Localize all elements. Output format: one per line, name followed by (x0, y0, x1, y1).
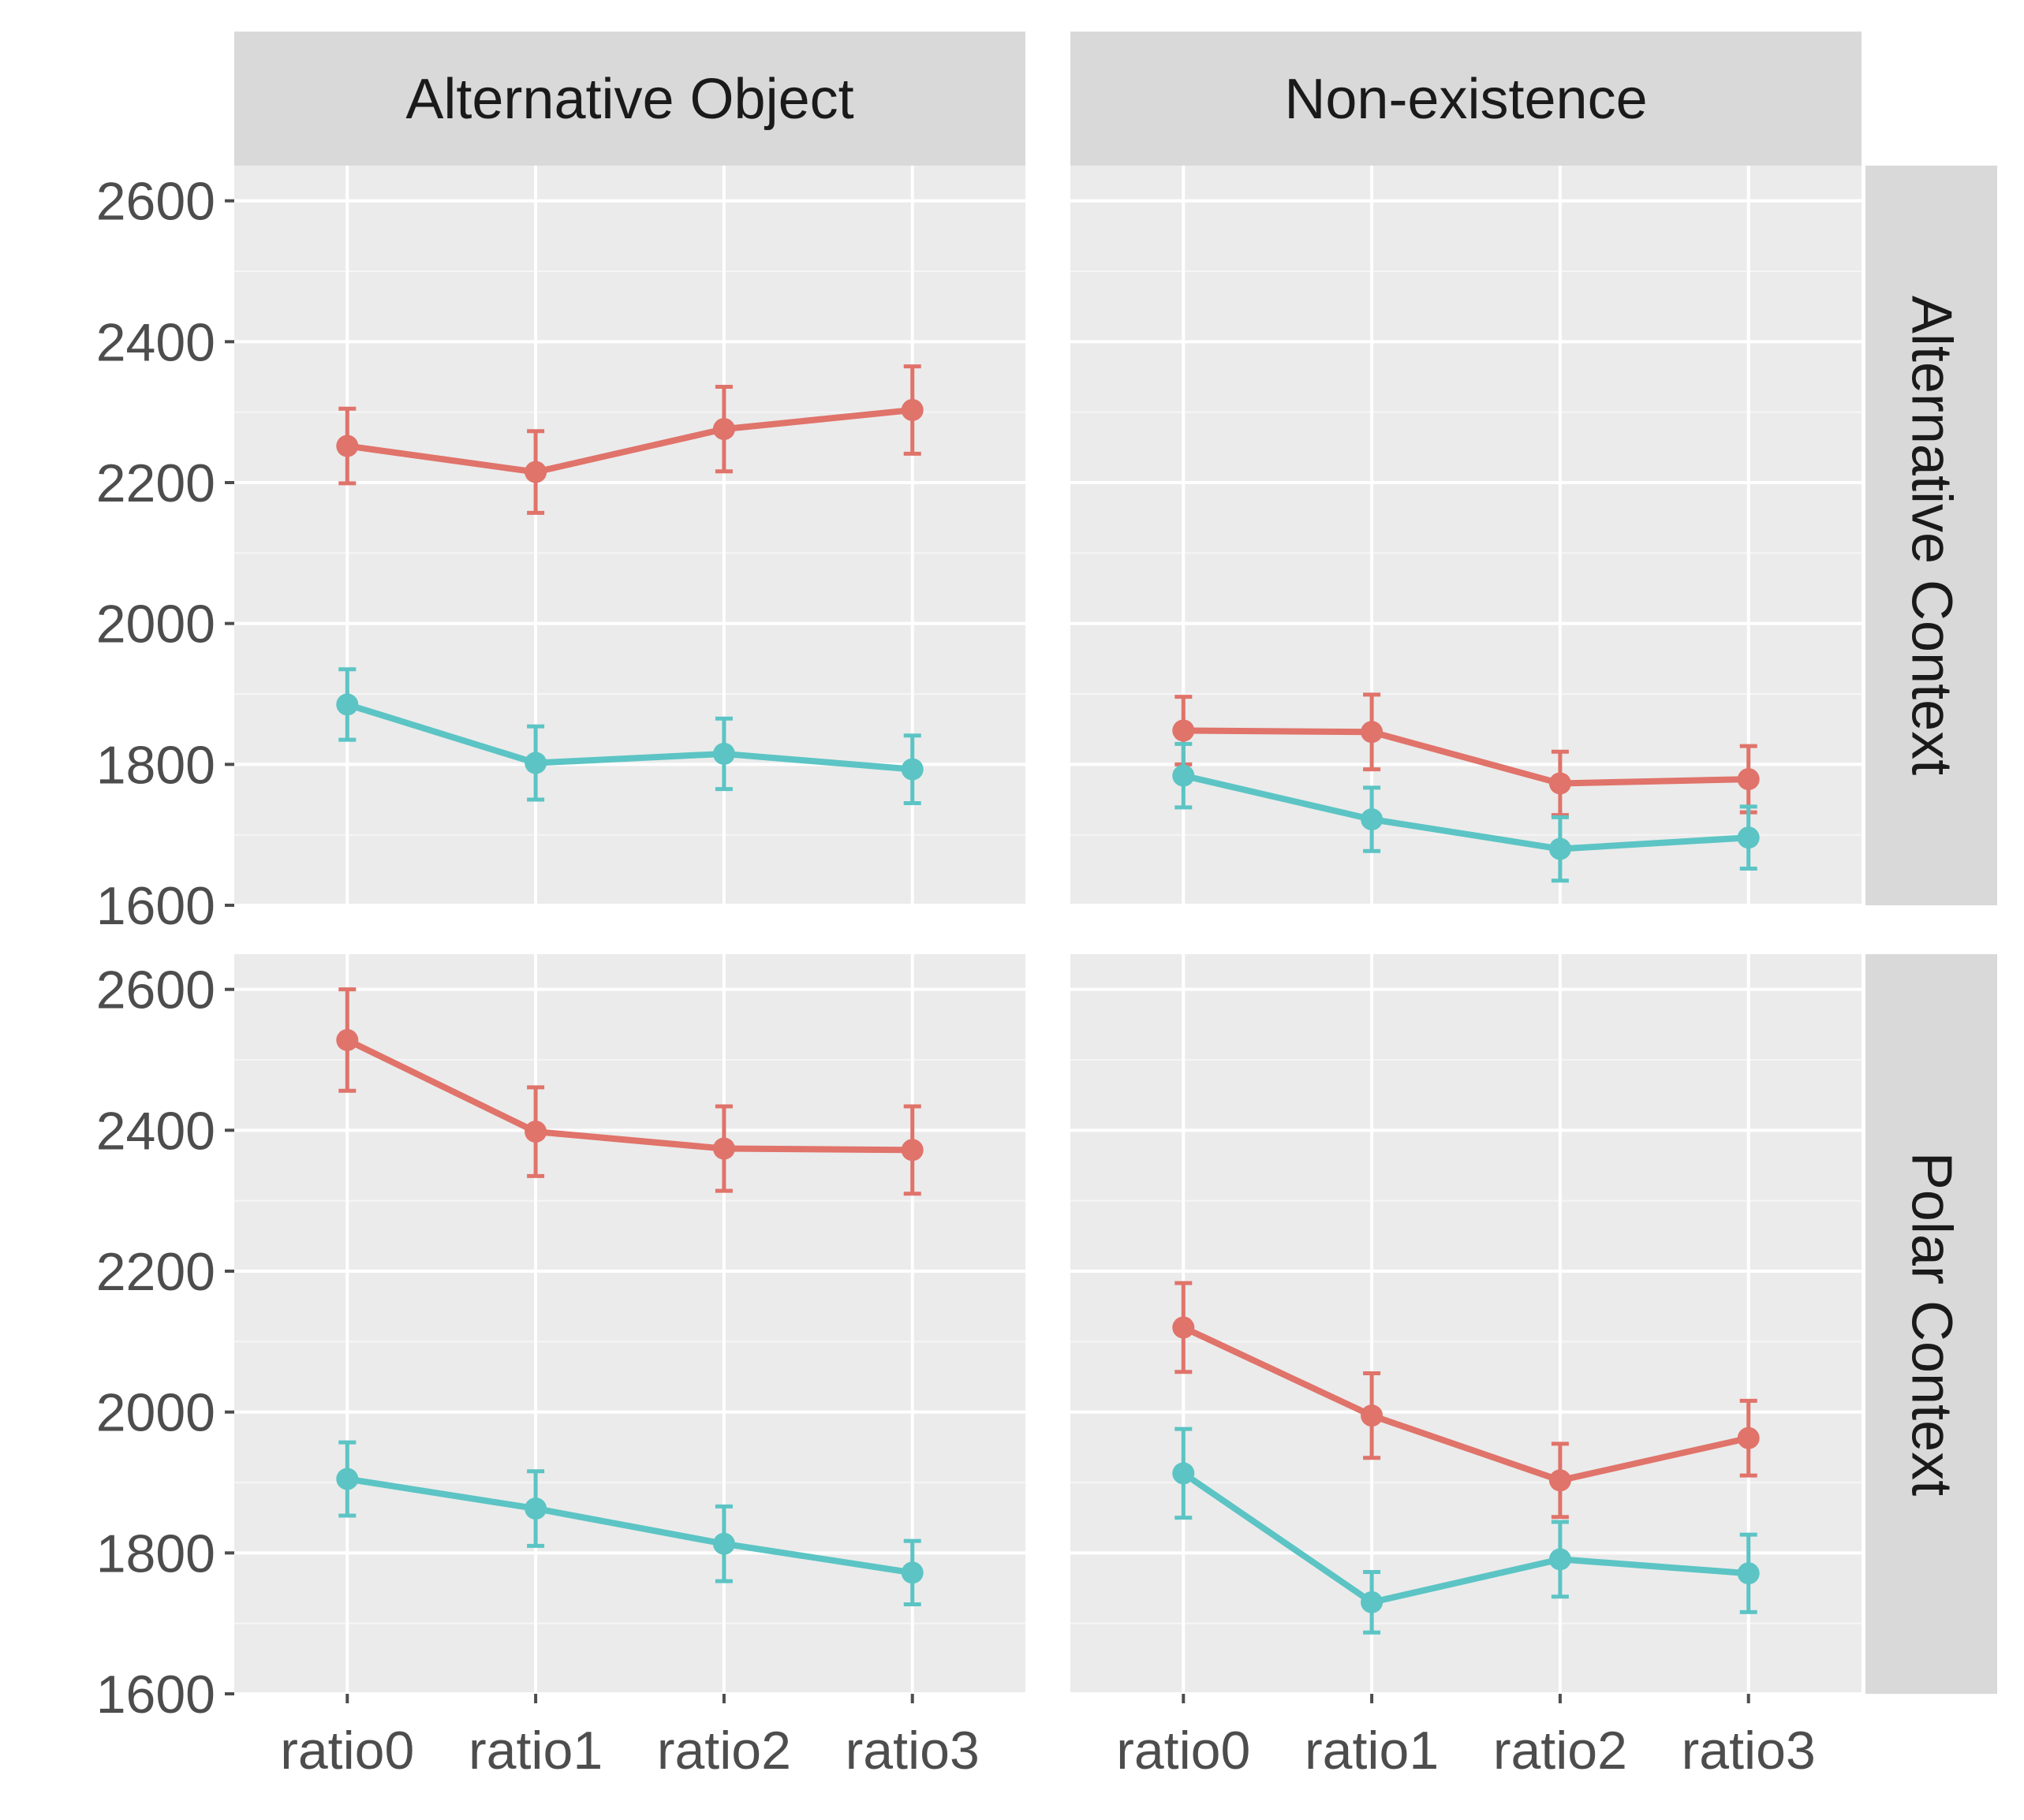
data-point (1361, 721, 1384, 744)
y-tick-label: 1600 (96, 1665, 215, 1725)
column-strip (234, 32, 1025, 166)
y-tick-label: 1800 (96, 735, 215, 795)
data-point (336, 434, 359, 457)
series-line (1182, 772, 1749, 852)
series-line (1182, 1471, 1750, 1606)
data-point (525, 1121, 547, 1143)
series-line (1182, 1324, 1750, 1484)
series-line (346, 407, 913, 476)
y-tick-label: 2400 (96, 312, 215, 372)
data-point (1172, 1316, 1195, 1339)
data-point (1548, 837, 1571, 860)
x-tick-label: ratio3 (846, 1721, 980, 1781)
y-tick-label: 2400 (96, 1101, 215, 1161)
column-strip-label: Alternative Object (405, 68, 853, 131)
data-point (336, 693, 359, 716)
data-point (1548, 1469, 1571, 1492)
series-group (1172, 741, 1760, 883)
data-series (336, 364, 1760, 1635)
data-point (901, 1139, 924, 1162)
x-tick-label: ratio2 (657, 1721, 791, 1781)
y-tick-label: 1800 (96, 1524, 215, 1583)
data-point (525, 751, 547, 774)
data-point (1737, 826, 1760, 849)
x-tick-label: ratio2 (1493, 1721, 1627, 1781)
data-point (1737, 1427, 1760, 1449)
column-strip-label: Non-existence (1284, 68, 1647, 131)
data-point (1172, 764, 1195, 787)
panel-background (234, 166, 1025, 905)
data-point (1361, 808, 1384, 831)
series-group (1172, 1281, 1760, 1520)
y-tick-label: 2000 (96, 595, 215, 655)
row-strip-label: Alternative Context (1900, 296, 1963, 775)
x-tick-label: ratio1 (469, 1721, 603, 1781)
panel-background (1070, 166, 1862, 905)
data-point (901, 758, 924, 781)
panel-background (234, 954, 1025, 1694)
y-tick-label: 2200 (96, 1242, 215, 1302)
data-point (712, 1532, 735, 1555)
data-point (525, 1497, 547, 1520)
series-line (346, 1475, 913, 1576)
data-point (1548, 1548, 1571, 1571)
row-strip-label: Polar Context (1900, 1152, 1963, 1496)
row-strip (1865, 954, 1997, 1694)
series-group (1172, 692, 1760, 818)
x-tick-label: ratio0 (280, 1721, 414, 1781)
x-tick-label: ratio1 (1305, 1721, 1439, 1781)
series-group (336, 1440, 924, 1607)
x-tick-label: ratio0 (1116, 1721, 1250, 1781)
data-point (1361, 1591, 1384, 1613)
column-strip (1070, 32, 1862, 166)
series-line (345, 1037, 913, 1154)
row-strip (1865, 166, 1997, 905)
data-point (1361, 1404, 1384, 1427)
data-point (1548, 772, 1571, 795)
series-group (336, 364, 924, 515)
data-point (901, 398, 924, 421)
y-tick-label: 2200 (96, 453, 215, 513)
data-point (712, 418, 735, 441)
y-tick-label: 2600 (96, 960, 215, 1020)
y-tick-label: 2000 (96, 1383, 215, 1443)
data-point (712, 742, 735, 765)
y-tick-label: 2600 (96, 172, 215, 232)
series-group (336, 667, 924, 805)
data-point (1172, 719, 1195, 742)
axes: 1600 1800 2000 2200 2400 2600 1600 1800 2000 2200… (96, 172, 1816, 1781)
series-group (336, 987, 924, 1196)
series-group (1172, 1427, 1760, 1635)
data-point (1737, 1562, 1760, 1585)
data-point (1172, 1462, 1195, 1485)
y-tick-label: 1600 (96, 876, 215, 936)
data-point (336, 1468, 359, 1490)
data-point (336, 1028, 359, 1051)
data-point (1737, 768, 1760, 791)
series-line (346, 701, 913, 773)
data-point (712, 1137, 735, 1160)
facet-strips: Alternative Object Non-existence Alternati… (234, 32, 1997, 1694)
data-point (901, 1561, 924, 1584)
x-tick-label: ratio3 (1682, 1721, 1816, 1781)
series-line (1183, 727, 1749, 787)
data-point (525, 461, 547, 483)
